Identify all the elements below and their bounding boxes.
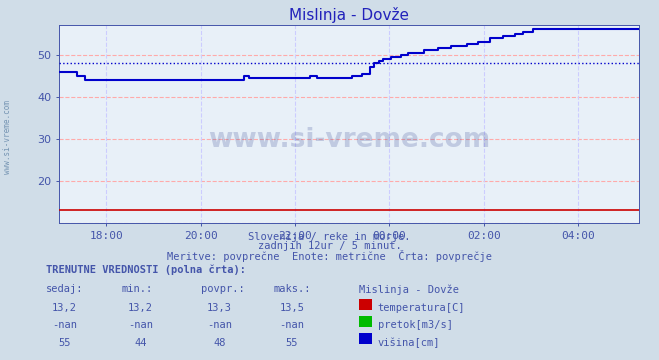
- Title: Mislinja - Dovže: Mislinja - Dovže: [289, 6, 409, 23]
- Text: 13,2: 13,2: [128, 303, 153, 313]
- Text: 48: 48: [214, 338, 225, 348]
- Text: Slovenija / reke in morje.: Slovenija / reke in morje.: [248, 232, 411, 242]
- Text: zadnjih 12ur / 5 minut.: zadnjih 12ur / 5 minut.: [258, 241, 401, 251]
- Text: 55: 55: [286, 338, 298, 348]
- Text: maks.:: maks.:: [273, 284, 311, 294]
- Text: Mislinja - Dovže: Mislinja - Dovže: [359, 284, 459, 295]
- Text: www.si-vreme.com: www.si-vreme.com: [208, 127, 490, 153]
- Text: sedaj:: sedaj:: [46, 284, 84, 294]
- Text: 13,5: 13,5: [279, 303, 304, 313]
- Text: 13,2: 13,2: [52, 303, 77, 313]
- Text: TRENUTNE VREDNOSTI (polna črta):: TRENUTNE VREDNOSTI (polna črta):: [46, 265, 246, 275]
- Text: povpr.:: povpr.:: [201, 284, 244, 294]
- Text: pretok[m3/s]: pretok[m3/s]: [378, 320, 453, 330]
- Text: -nan: -nan: [279, 320, 304, 330]
- Text: www.si-vreme.com: www.si-vreme.com: [3, 100, 13, 174]
- Text: min.:: min.:: [122, 284, 153, 294]
- Text: Meritve: povprečne  Enote: metrične  Črta: povprečje: Meritve: povprečne Enote: metrične Črta:…: [167, 250, 492, 262]
- Text: temperatura[C]: temperatura[C]: [378, 303, 465, 313]
- Text: 44: 44: [134, 338, 146, 348]
- Text: -nan: -nan: [52, 320, 77, 330]
- Text: 55: 55: [59, 338, 71, 348]
- Text: -nan: -nan: [207, 320, 232, 330]
- Text: -nan: -nan: [128, 320, 153, 330]
- Text: višina[cm]: višina[cm]: [378, 338, 440, 348]
- Text: 13,3: 13,3: [207, 303, 232, 313]
